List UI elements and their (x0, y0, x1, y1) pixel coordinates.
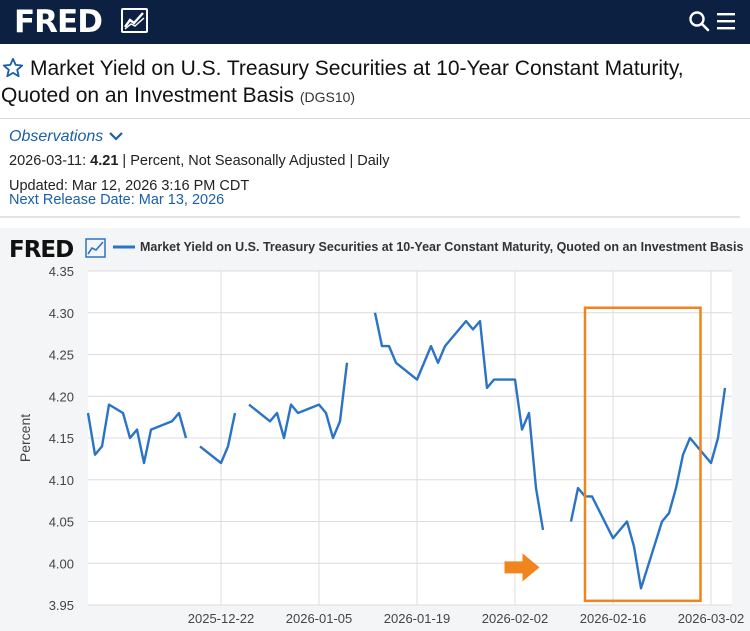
chart-logo-icon (85, 238, 106, 258)
legend-label: Market Yield on U.S. Treasury Securities… (140, 240, 743, 254)
observations-toggle[interactable]: Observations (9, 128, 124, 146)
series-line-segment[interactable] (248, 362, 349, 440)
highlight-box (583, 306, 702, 603)
series-title-line2: Quoted on an Investment Basis (1, 84, 295, 107)
x-tick-label: 2026-02-16 (580, 611, 647, 626)
y-tick-label: 3.95 (49, 598, 74, 613)
series-id: (DGS10) (299, 89, 356, 105)
chart-logo-icon[interactable] (121, 8, 148, 33)
hamburger-menu-icon[interactable] (717, 12, 735, 30)
x-tick-label: 2025-12-22 (188, 611, 255, 626)
y-tick-label: 4.05 (49, 515, 74, 530)
x-tick-label: 2026-02-02 (482, 611, 549, 626)
chevron-down-icon (109, 132, 124, 141)
x-tick-label: 2026-01-05 (286, 611, 353, 626)
updated-timestamp: Updated: Mar 12, 2026 3:16 PM CDT (9, 178, 250, 194)
y-axis-label: Percent (17, 414, 33, 462)
x-tick-label: 2026-01-19 (384, 611, 451, 626)
observations-label: Observations (9, 128, 104, 145)
observation-value: 4.21 (90, 153, 119, 169)
series-title-line1: Market Yield on U.S. Treasury Securities… (30, 57, 684, 80)
divider (0, 216, 740, 218)
next-release-link[interactable]: Next Release Date: Mar 13, 2026 (9, 192, 225, 208)
search-icon[interactable] (688, 10, 710, 32)
y-tick-label: 4.30 (49, 306, 74, 321)
divider (0, 118, 750, 119)
chart-container: FRED Market Yield on U.S. Treasury Secur… (0, 228, 750, 631)
top-nav-bar: FRED (0, 0, 750, 44)
chart-fred-logo: FRED (9, 237, 73, 263)
series-line-segment[interactable] (86, 403, 188, 465)
y-tick-label: 4.35 (49, 264, 74, 279)
y-tick-label: 4.15 (49, 431, 74, 446)
y-tick-label: 4.10 (49, 473, 74, 488)
x-tick-label: 2026-03-02 (678, 611, 745, 626)
observation-date: 2026-03-11: (9, 153, 87, 169)
y-tick-label: 4.00 (49, 556, 74, 571)
line-chart[interactable]: FRED Market Yield on U.S. Treasury Secur… (0, 228, 750, 631)
annotation-arrow-icon (504, 553, 540, 582)
series-line-segment[interactable] (199, 412, 237, 465)
y-tick-label: 4.25 (49, 348, 74, 363)
y-tick-label: 4.20 (49, 389, 74, 404)
observation-details: | Percent, Not Seasonally Adjusted | Dai… (122, 153, 390, 169)
series-line-segment[interactable] (373, 312, 545, 531)
page-title: Market Yield on U.S. Treasury Securities… (1, 55, 740, 111)
fred-logo[interactable]: FRED (14, 4, 103, 40)
latest-observation: 2026-03-11: 4.21 | Percent, Not Seasonal… (9, 153, 389, 169)
star-outline-icon[interactable] (2, 57, 24, 79)
